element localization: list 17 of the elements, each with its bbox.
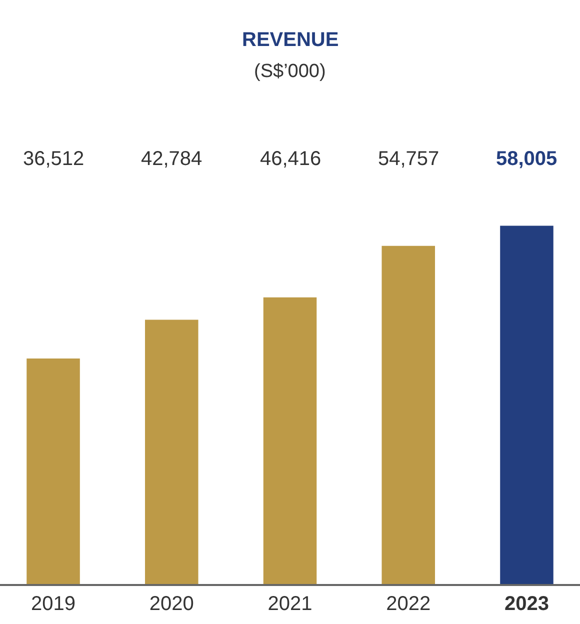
x-tick-label: 2021 (268, 593, 312, 615)
x-tick-label: 2020 (149, 593, 194, 615)
data-label: 36,512 (23, 148, 84, 170)
x-tick-label: 2019 (31, 593, 76, 615)
data-label: 54,757 (378, 148, 440, 170)
x-tick-label: 2023 (504, 593, 549, 615)
data-label: 42,784 (141, 148, 202, 170)
data-label: 46,416 (260, 148, 322, 170)
bar (26, 358, 80, 584)
x-tick-label: 2022 (386, 593, 431, 615)
bar (500, 226, 554, 584)
bar (145, 320, 198, 584)
bar (382, 246, 435, 584)
bar (263, 297, 317, 584)
chart-title: REVENUE (242, 29, 339, 51)
data-label: 58,005 (496, 148, 558, 170)
chart-subtitle: (S$’000) (254, 61, 326, 82)
